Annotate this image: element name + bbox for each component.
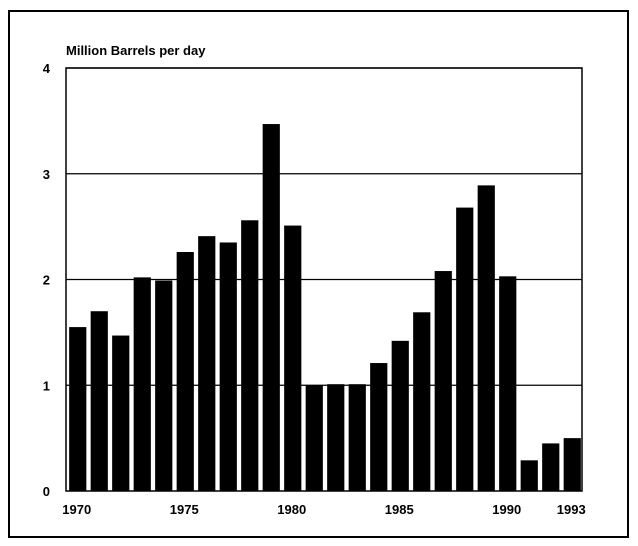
bar-1978: [241, 220, 259, 491]
chart-frame: [8, 10, 629, 538]
y-tick-label-1: 1: [43, 378, 50, 393]
plot-border: [65, 67, 583, 492]
axes: [65, 67, 583, 492]
x-tick-label-1970: 1970: [62, 502, 91, 517]
x-tick-labels: 1970 1975 1980 1985 1990 1993: [62, 502, 585, 517]
y-tick-labels: 0 1 2 3 4: [43, 61, 51, 499]
bar-1975: [176, 252, 194, 491]
x-tick-label-1985: 1985: [385, 502, 414, 517]
bar-1973: [133, 277, 151, 491]
y-tick-label-2: 2: [43, 273, 50, 288]
x-tick-label-1990: 1990: [492, 502, 521, 517]
bar-1976: [198, 236, 216, 491]
bar-1989: [477, 185, 495, 491]
bar-1993: [563, 438, 581, 491]
bar-1988: [456, 207, 474, 491]
x-tick-label-1993: 1993: [557, 502, 586, 517]
bar-1972: [112, 335, 130, 491]
y-tick-label-3: 3: [43, 167, 50, 182]
bar-1990: [499, 276, 517, 491]
bars: [69, 124, 581, 492]
y-tick-label-4: 4: [43, 61, 51, 76]
bar-1986: [413, 312, 431, 491]
bar-1985: [391, 340, 409, 491]
bar-1977: [219, 242, 237, 491]
bar-1991: [520, 460, 538, 491]
y-tick-label-0: 0: [43, 484, 50, 499]
bar-1981: [305, 385, 323, 491]
bar-1992: [542, 443, 560, 491]
bar-1979: [262, 124, 280, 492]
y-axis-label: Million Barrels per day: [66, 43, 206, 58]
x-tick-label-1980: 1980: [277, 502, 306, 517]
bar-1987: [434, 271, 452, 491]
bar-1970: [69, 327, 87, 491]
bar-1971: [90, 311, 108, 491]
x-tick-label-1975: 1975: [170, 502, 199, 517]
bar-1974: [155, 280, 173, 491]
bar-1983: [348, 384, 366, 491]
bar-1982: [327, 384, 345, 491]
bar-1980: [284, 225, 302, 491]
bar-1984: [370, 363, 388, 491]
